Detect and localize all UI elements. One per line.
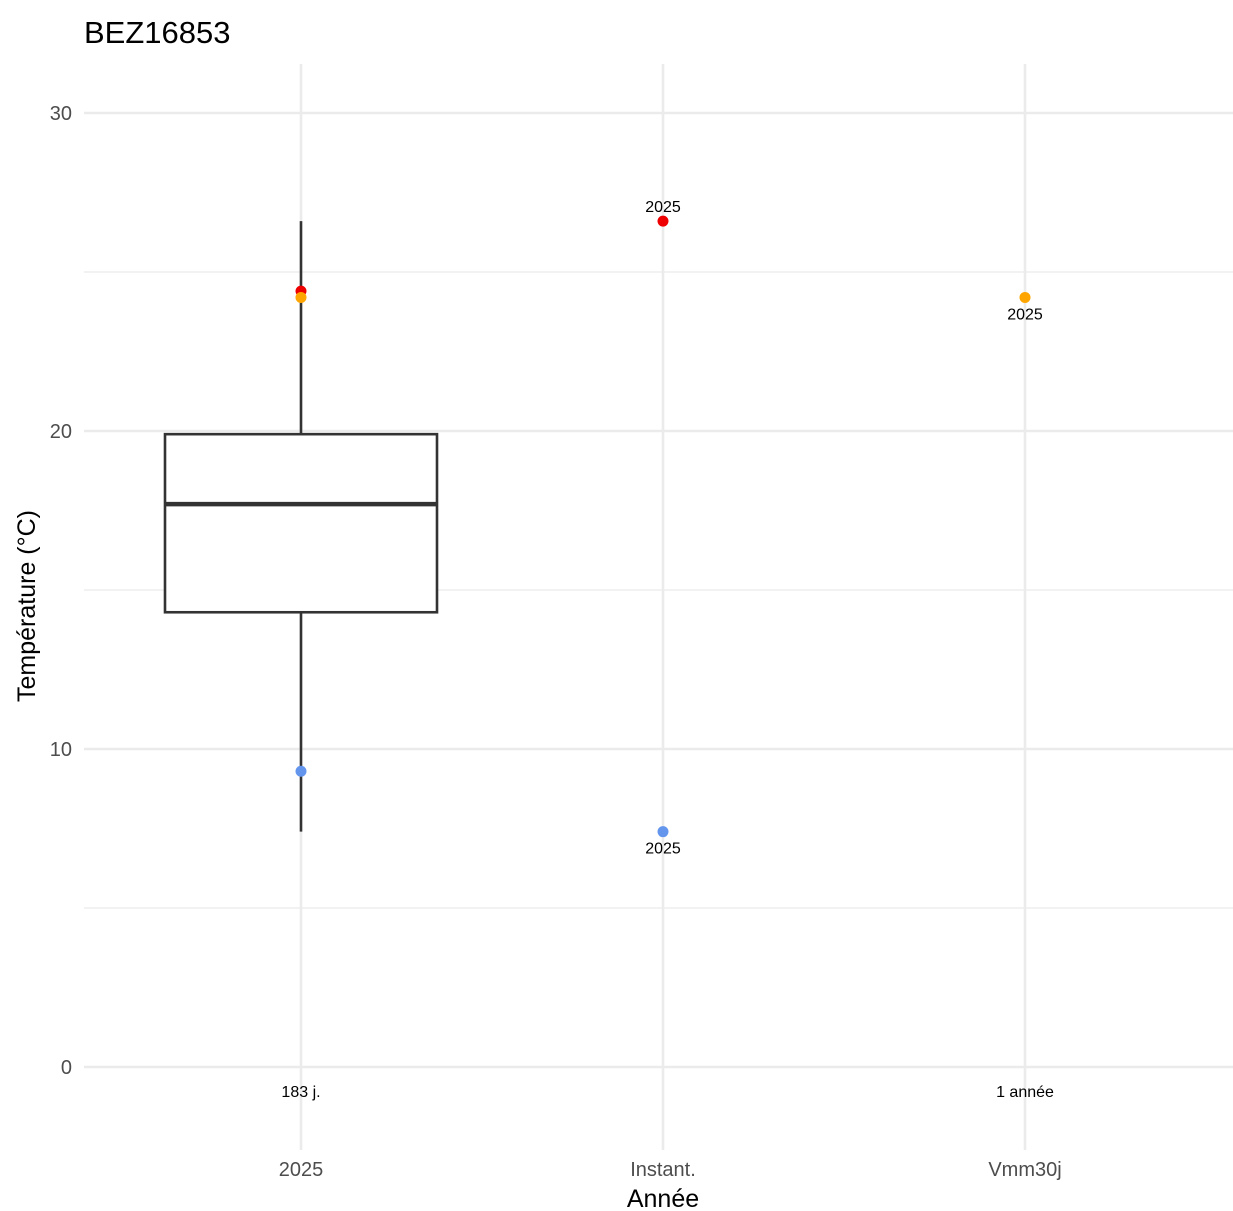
- data-point: [657, 215, 669, 227]
- y-axis-title: Température (°C): [13, 510, 41, 702]
- y-axis-ticks: 0 10 20 30: [50, 103, 72, 1079]
- point-label: 2025: [645, 199, 681, 216]
- x-tick-label: 2025: [279, 1159, 324, 1181]
- box-iqr: [163, 432, 439, 614]
- grid-major: [84, 64, 1233, 1150]
- chart-title: BEZ16853: [84, 15, 231, 50]
- point-label: 2025: [1007, 306, 1043, 323]
- data-points: [295, 215, 1031, 838]
- data-point: [295, 291, 307, 303]
- boxplot: [163, 221, 439, 832]
- count-label: 183 j.: [281, 1084, 320, 1101]
- point-label: 2025: [645, 841, 681, 858]
- data-point: [1019, 291, 1031, 303]
- y-tick-label: 0: [61, 1057, 72, 1079]
- y-tick-label: 20: [50, 421, 72, 443]
- y-tick-label: 10: [50, 739, 72, 761]
- count-label: 1 année: [996, 1084, 1054, 1101]
- x-axis-ticks: 2025 Instant. Vmm30j: [279, 1159, 1062, 1181]
- x-tick-label: Vmm30j: [988, 1159, 1061, 1181]
- x-tick-label: Instant.: [630, 1159, 696, 1181]
- x-axis-title: Année: [627, 1185, 699, 1211]
- data-point: [657, 826, 669, 838]
- point-labels: 2025 2025 2025 183 j. 1 année: [281, 199, 1054, 1101]
- data-point: [295, 765, 307, 777]
- y-tick-label: 30: [50, 103, 72, 125]
